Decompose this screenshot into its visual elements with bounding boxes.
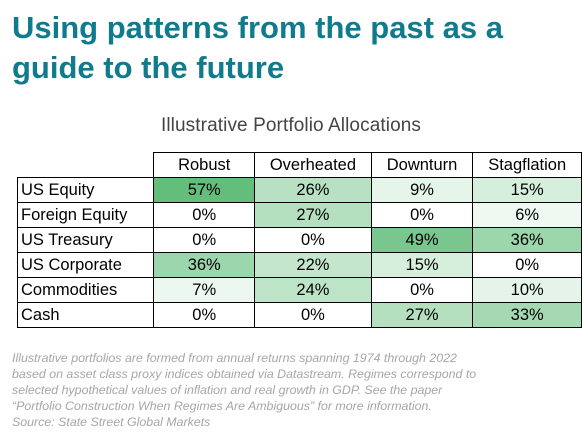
footnote-line: “Portfolio Construction When Regimes Are… <box>12 399 432 413</box>
table-caption: Illustrative Portfolio Allocations <box>160 115 422 136</box>
footnote-line: Illustrative portfolios are formed from … <box>12 351 457 365</box>
table-row: US Treasury 0% 0% 49% 36% <box>16 227 582 253</box>
column-header-stagflation: Stagflation <box>472 152 582 178</box>
table-row: Cash 0% 0% 27% 33% <box>16 302 582 328</box>
footnote-line: selected hypothetical values of inflatio… <box>12 383 443 397</box>
row-label: US Treasury <box>16 227 155 253</box>
row-label: US Equity <box>16 177 155 203</box>
row-label: Cash <box>16 302 155 328</box>
row-label: Commodities <box>16 277 155 303</box>
table-cell: 0% <box>153 227 256 253</box>
table-cell: 10% <box>472 277 582 303</box>
table-cell: 0% <box>254 302 372 328</box>
table-header-row: Robust Overheated Downturn Stagflation <box>17 152 582 178</box>
table-cell: 15% <box>472 177 582 203</box>
page-title-line-1: Using patterns from the past as a <box>12 10 503 45</box>
table-cell: 0% <box>370 277 474 303</box>
column-header-overheated: Overheated <box>254 152 372 178</box>
table-cell: 7% <box>153 277 256 303</box>
row-label: US Corporate <box>16 252 155 278</box>
table-cell: 26% <box>254 177 372 203</box>
table-cell: 6% <box>472 202 582 228</box>
column-header-robust: Robust <box>153 152 256 178</box>
footnote-line: based on asset class proxy indices obtai… <box>12 367 477 381</box>
table-cell: 0% <box>153 202 256 228</box>
table-cell: 27% <box>254 202 372 228</box>
table-cell: 9% <box>370 177 474 203</box>
row-label: Foreign Equity <box>16 202 155 228</box>
page-title-line-2: guide to the future <box>12 50 285 85</box>
column-header-downturn: Downturn <box>370 152 474 178</box>
table-cell: 33% <box>472 302 582 328</box>
allocation-table: Robust Overheated Downturn Stagflation U… <box>16 152 582 328</box>
page-title: Using patterns from the past as a guide … <box>12 8 572 88</box>
table-row: US Equity 57% 26% 9% 15% <box>16 177 582 203</box>
table-row: US Corporate 36% 22% 15% 0% <box>16 252 582 278</box>
table-cell: 36% <box>472 227 582 253</box>
table-cell: 22% <box>254 252 372 278</box>
table-cell: 36% <box>153 252 256 278</box>
table-cell: 0% <box>472 252 582 278</box>
footnote: Illustrative portfolios are formed from … <box>12 350 577 430</box>
table-cell: 49% <box>370 227 474 253</box>
table-row: Commodities 7% 24% 0% 10% <box>16 277 582 303</box>
table-cell: 0% <box>254 227 372 253</box>
table-row: Foreign Equity 0% 27% 0% 6% <box>16 202 582 228</box>
table-cell: 15% <box>370 252 474 278</box>
table-cell: 57% <box>153 177 256 203</box>
table-cell: 0% <box>370 202 474 228</box>
table-cell: 24% <box>254 277 372 303</box>
footnote-source: Source: State Street Global Markets <box>12 415 211 429</box>
table-cell: 0% <box>153 302 256 328</box>
table-cell: 27% <box>370 302 474 328</box>
table-corner-cell <box>17 152 155 178</box>
